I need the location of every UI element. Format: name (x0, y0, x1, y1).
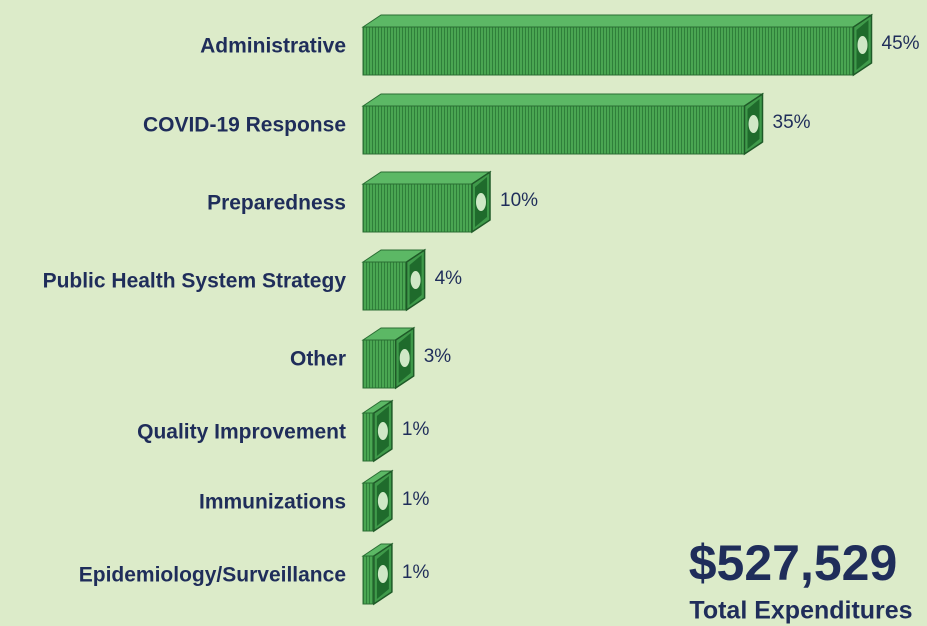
bill-seal (399, 349, 410, 367)
bar-top (361, 93, 765, 107)
category-label: Immunizations (199, 491, 346, 514)
bar (362, 482, 375, 532)
bill-seal (476, 193, 486, 211)
total-label: Total Expenditures (689, 597, 912, 625)
bar-top (361, 14, 874, 28)
bar (362, 339, 397, 389)
category-label: Epidemiology/Surveillance (79, 564, 346, 587)
value-label: 3% (424, 346, 452, 367)
value-label: 35% (773, 112, 811, 133)
category-label: Quality Improvement (137, 421, 346, 444)
bar (362, 412, 375, 462)
value-label: 4% (435, 268, 463, 289)
bill-seal (748, 115, 759, 133)
bar (362, 105, 745, 155)
bill-seal (377, 422, 388, 440)
bar (362, 26, 854, 76)
bar-top (361, 171, 492, 185)
bill-seal (857, 36, 868, 54)
bar (362, 261, 408, 311)
total-amount: $527,529 (689, 535, 898, 591)
value-label: 45% (882, 33, 920, 54)
category-label: Preparedness (207, 192, 346, 215)
value-label: 10% (500, 190, 538, 211)
bar (362, 555, 375, 605)
bar (362, 183, 473, 233)
bill-seal (377, 565, 388, 583)
value-label: 1% (402, 419, 430, 440)
category-label: Public Health System Strategy (43, 270, 347, 293)
value-label: 1% (402, 489, 430, 510)
category-label: Other (290, 348, 346, 371)
category-label: COVID-19 Response (143, 114, 346, 137)
bill-seal (410, 271, 421, 289)
category-label: Administrative (200, 35, 346, 58)
value-label: 1% (402, 562, 430, 583)
bill-seal (377, 492, 388, 510)
